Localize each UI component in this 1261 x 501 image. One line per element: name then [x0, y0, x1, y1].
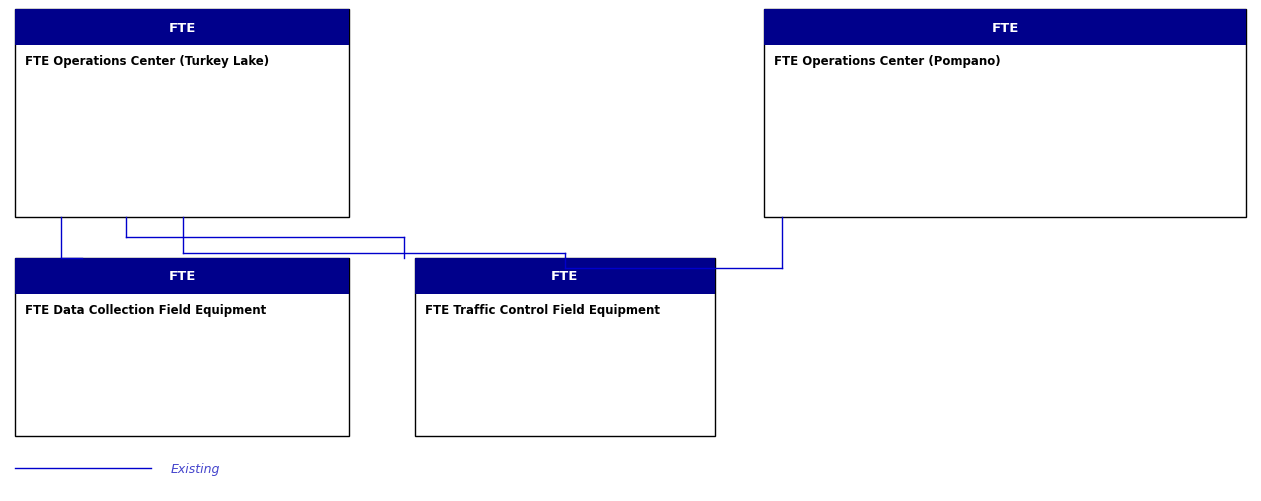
- Bar: [15, 258, 349, 294]
- Text: FTE Operations Center (Pompano): FTE Operations Center (Pompano): [774, 55, 1001, 68]
- Text: FTE Data Collection Field Equipment: FTE Data Collection Field Equipment: [25, 303, 266, 316]
- Bar: [764, 10, 1246, 46]
- Text: FTE: FTE: [551, 270, 579, 283]
- Bar: [15, 10, 349, 46]
- Text: Existing: Existing: [170, 462, 219, 475]
- Text: FTE: FTE: [169, 22, 195, 35]
- Text: FTE Traffic Control Field Equipment: FTE Traffic Control Field Equipment: [425, 303, 660, 316]
- Bar: [15, 10, 349, 218]
- Bar: [15, 258, 349, 436]
- Bar: [415, 258, 715, 294]
- Text: FTE: FTE: [991, 22, 1019, 35]
- Bar: [764, 10, 1246, 218]
- Text: FTE: FTE: [169, 270, 195, 283]
- Bar: [415, 258, 715, 436]
- Text: FTE Operations Center (Turkey Lake): FTE Operations Center (Turkey Lake): [25, 55, 270, 68]
